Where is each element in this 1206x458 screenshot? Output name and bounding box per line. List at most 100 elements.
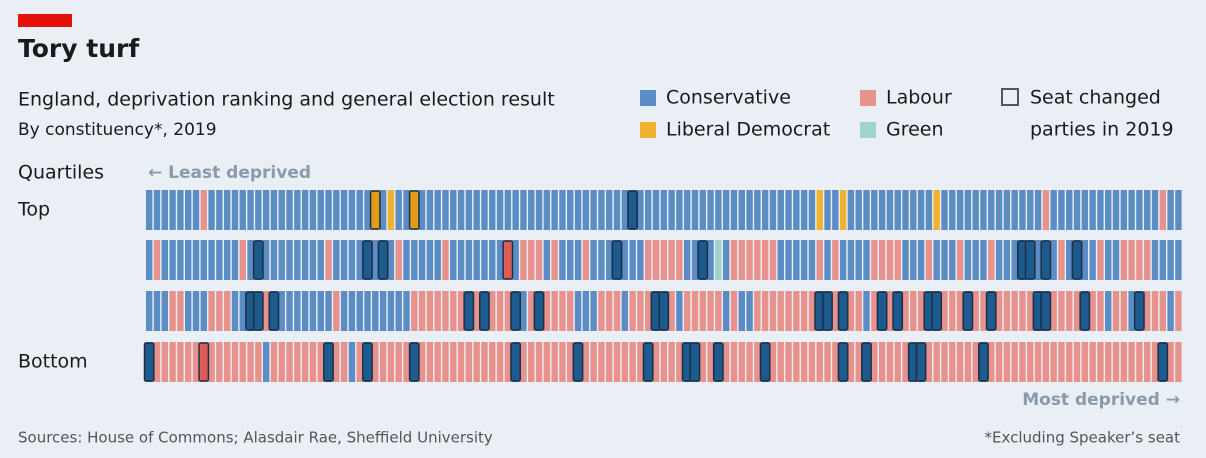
seat <box>738 342 745 382</box>
seat <box>1128 291 1135 331</box>
seat <box>309 342 317 382</box>
seat <box>1050 342 1057 382</box>
seat <box>317 342 324 382</box>
legend-label: Conservative <box>666 87 791 109</box>
changed-seat <box>962 291 974 331</box>
seat <box>660 342 667 382</box>
seat <box>364 291 371 331</box>
seat <box>800 342 808 382</box>
seat <box>496 291 504 331</box>
seat <box>223 342 231 382</box>
seat <box>746 342 753 382</box>
seat <box>223 240 231 280</box>
seat <box>489 190 496 230</box>
seat <box>1058 291 1065 331</box>
seat <box>1011 190 1018 230</box>
seat <box>839 190 847 230</box>
seat <box>668 240 675 280</box>
seat <box>910 291 917 331</box>
seat <box>1027 291 1034 331</box>
seat <box>769 240 777 280</box>
seat <box>278 240 285 280</box>
seat <box>1042 190 1050 230</box>
seat <box>769 291 777 331</box>
changed-seat <box>323 342 334 382</box>
seat <box>278 291 285 331</box>
seat <box>598 190 605 230</box>
seat <box>699 342 706 382</box>
changed-seat <box>510 291 522 331</box>
seat <box>395 291 402 331</box>
seat <box>1159 291 1167 331</box>
seat <box>1151 291 1159 331</box>
seat <box>847 240 855 280</box>
seat <box>520 291 527 331</box>
seat <box>247 190 254 230</box>
seat <box>956 240 964 280</box>
seat <box>184 291 192 331</box>
seat <box>200 190 207 230</box>
seat <box>325 190 332 230</box>
seat <box>652 342 660 382</box>
seat <box>847 190 855 230</box>
changed-seat <box>697 240 709 280</box>
seat <box>606 342 613 382</box>
seat <box>239 240 246 280</box>
seat <box>411 240 418 280</box>
seat <box>309 190 317 230</box>
seat <box>333 342 340 382</box>
seat <box>418 291 426 331</box>
seat <box>434 342 441 382</box>
seat <box>574 240 582 280</box>
seat <box>863 240 870 280</box>
seat <box>777 240 784 280</box>
seat <box>457 342 465 382</box>
seat <box>1034 240 1042 280</box>
changed-seat <box>533 291 545 331</box>
seat <box>348 240 356 280</box>
seat <box>855 190 862 230</box>
seat <box>489 291 496 331</box>
seat <box>450 291 457 331</box>
seat <box>738 291 745 331</box>
changed-seat <box>377 240 389 280</box>
seat <box>286 240 293 280</box>
seat <box>286 342 293 382</box>
seat <box>761 190 769 230</box>
seat <box>465 342 473 382</box>
seat <box>231 342 239 382</box>
seat <box>434 190 441 230</box>
seat <box>606 291 613 331</box>
changed-seat <box>611 240 623 280</box>
seat <box>333 190 340 230</box>
seat <box>590 190 597 230</box>
seat <box>192 240 200 280</box>
seat <box>582 342 590 382</box>
seat <box>333 291 340 331</box>
seat <box>1066 240 1073 280</box>
seat <box>481 342 488 382</box>
changed-seat <box>658 291 670 331</box>
changed-seat <box>876 291 888 331</box>
seat <box>668 291 675 331</box>
seat <box>980 240 987 280</box>
seat <box>715 291 722 331</box>
seat <box>489 240 496 280</box>
seat <box>691 291 699 331</box>
seat <box>208 291 215 331</box>
seat <box>426 240 434 280</box>
seat <box>161 291 168 331</box>
changed-seat <box>463 291 475 331</box>
changed-seat <box>1071 240 1083 280</box>
seat <box>177 342 184 382</box>
seat <box>200 291 207 331</box>
seat <box>1058 342 1065 382</box>
seat <box>262 291 270 331</box>
legend-swatch <box>640 122 656 138</box>
seat <box>855 240 862 280</box>
seat <box>1081 342 1089 382</box>
seat <box>1003 190 1011 230</box>
seat <box>746 190 753 230</box>
seat <box>372 291 379 331</box>
changed-seat <box>408 342 420 382</box>
